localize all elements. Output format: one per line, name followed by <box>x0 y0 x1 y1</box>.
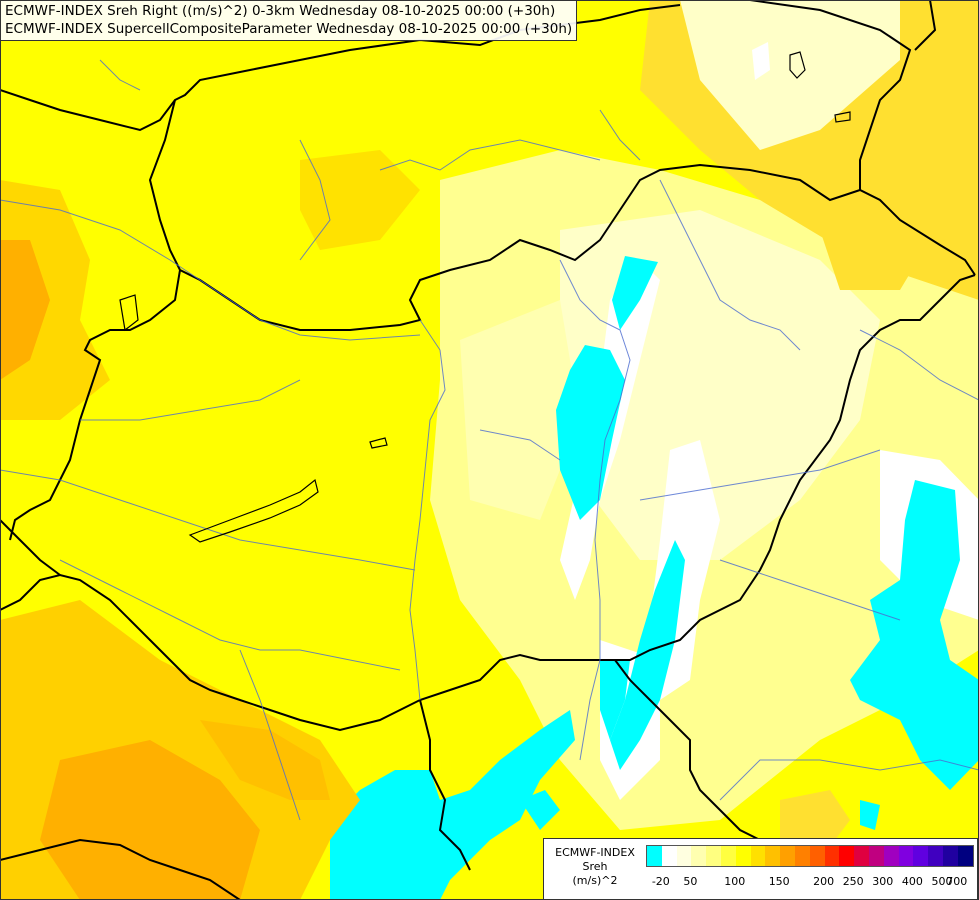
legend-swatch <box>928 846 943 866</box>
legend-color-scale <box>646 845 974 867</box>
legend-swatch <box>809 846 825 866</box>
legend-swatch <box>750 846 766 866</box>
legend-swatch <box>676 846 692 866</box>
map-title-line-2: ECMWF-INDEX SupercellCompositeParameter … <box>5 21 573 37</box>
legend-tick-label: -20 <box>651 875 670 888</box>
legend-tick-label: 100 <box>724 875 746 888</box>
legend-swatch <box>794 846 810 866</box>
legend-tick-label: 50 <box>683 875 698 888</box>
color-legend: ECMWF-INDEX Sreh (m/s)^2 -20 50 100 150 200 2… <box>543 838 978 900</box>
legend-tick-label: 400 <box>901 875 923 888</box>
legend-title: ECMWF-INDEX Sreh (m/s)^2 <box>550 846 640 888</box>
legend-tick-label: 250 <box>842 875 864 888</box>
legend-unit: (m/s)^2 <box>572 874 618 887</box>
legend-tick-label: 200 <box>813 875 835 888</box>
legend-swatch <box>854 846 869 866</box>
legend-swatch <box>957 846 973 866</box>
legend-swatch <box>868 846 884 866</box>
legend-swatch <box>706 846 721 866</box>
lakes <box>119 51 851 543</box>
legend-tick-label: 700 <box>946 875 968 888</box>
legend-swatch <box>942 846 958 866</box>
legend-swatch <box>780 846 795 866</box>
legend-tick-label: 150 <box>768 875 790 888</box>
legend-swatch <box>647 846 662 866</box>
legend-swatch <box>898 846 914 866</box>
map-title-line-1: ECMWF-INDEX Sreh Right ((m/s)^2) 0-3km W… <box>5 3 556 19</box>
legend-tick-labels: -20 50 100 150 200 250 300 400 500 700 <box>644 875 974 891</box>
legend-swatch <box>735 846 751 866</box>
legend-swatch <box>720 846 736 866</box>
legend-tick-label: 500 <box>931 875 953 888</box>
legend-swatch <box>765 846 781 866</box>
legend-swatch <box>913 846 929 866</box>
legend-swatch <box>661 846 677 866</box>
legend-swatch <box>691 846 707 866</box>
map-title-box: ECMWF-INDEX Sreh Right ((m/s)^2) 0-3km W… <box>0 0 578 41</box>
legend-tick-label: 300 <box>872 875 894 888</box>
legend-source: ECMWF-INDEX <box>555 846 635 859</box>
legend-swatch <box>883 846 899 866</box>
rivers <box>0 59 979 821</box>
legend-swatch <box>839 846 855 866</box>
legend-variable: Sreh <box>582 860 608 873</box>
legend-swatch <box>824 846 840 866</box>
